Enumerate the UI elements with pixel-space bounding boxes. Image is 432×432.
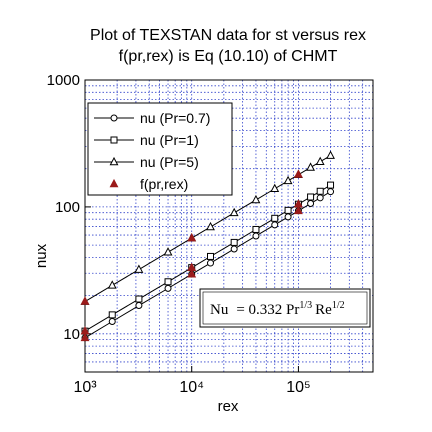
point xyxy=(284,206,292,214)
point xyxy=(315,156,325,165)
annotation: Nu = 0.332 Pr1/3 Re1/2 xyxy=(199,288,371,328)
point xyxy=(230,245,238,253)
point xyxy=(327,188,335,196)
point xyxy=(187,233,197,242)
point xyxy=(229,207,239,217)
point xyxy=(307,193,315,201)
legend-marker xyxy=(110,136,118,144)
point xyxy=(187,262,197,271)
point xyxy=(271,221,279,229)
point xyxy=(164,284,172,292)
point xyxy=(206,221,215,231)
x-tick-label: 10³ xyxy=(73,379,97,396)
annotation-part: = 0.332 Pr xyxy=(236,302,299,318)
point xyxy=(326,150,335,159)
point xyxy=(108,311,116,319)
legend-label: f(pr,rex) xyxy=(140,176,188,192)
legend-marker xyxy=(109,156,119,166)
y-tick-label: 10 xyxy=(63,326,80,343)
point xyxy=(306,162,316,171)
point xyxy=(230,238,238,246)
legend-label: nu (Pr=5) xyxy=(140,154,199,170)
legend-marker xyxy=(109,178,119,188)
point xyxy=(316,187,324,195)
point xyxy=(252,232,260,240)
point xyxy=(164,278,172,286)
legend: nu (Pr=0.7) nu (Pr=1) nu (Pr=5) f(pr,rex) xyxy=(87,102,233,196)
annotation-part: 1/3 xyxy=(299,300,312,311)
point xyxy=(327,181,335,189)
legend-label: nu (Pr=0.7) xyxy=(140,110,210,126)
point xyxy=(270,183,280,193)
point xyxy=(251,194,261,204)
point xyxy=(316,194,324,202)
point xyxy=(80,332,90,342)
y-tick-label: 1000 xyxy=(47,72,80,89)
chart-subtitle: f(pr,rex) is Eq (10.10) of CHMT xyxy=(119,48,338,65)
annotation-inner xyxy=(202,291,368,325)
annotation-part: 1/2 xyxy=(332,300,345,311)
point xyxy=(80,296,90,305)
chart-title: Plot of TEXSTAN data for st versus rex xyxy=(90,27,366,44)
annotation-text: Nu = 0.332 Pr1/3 Re1/2 xyxy=(210,300,345,318)
point xyxy=(307,200,315,208)
point xyxy=(187,269,197,278)
point xyxy=(108,318,116,326)
point xyxy=(163,247,173,256)
point xyxy=(252,225,260,233)
point xyxy=(135,295,143,303)
annotation-part: Re xyxy=(315,302,332,318)
x-tick-label: 10⁵ xyxy=(286,379,310,396)
point xyxy=(293,199,303,208)
x-axis-label: rex xyxy=(218,398,239,415)
point xyxy=(206,252,214,260)
plot-data xyxy=(80,150,335,342)
y-axis-label: nux xyxy=(33,243,50,268)
y-tick-label: 100 xyxy=(55,199,80,216)
point xyxy=(284,213,292,221)
annotation-box xyxy=(199,288,371,328)
legend-marker xyxy=(110,114,118,122)
point xyxy=(134,264,144,273)
legend-label: nu (Pr=1) xyxy=(140,132,199,148)
point xyxy=(283,175,293,185)
point xyxy=(206,259,214,267)
point xyxy=(293,169,303,178)
point xyxy=(135,302,143,310)
plot-frame xyxy=(84,79,374,373)
point xyxy=(80,326,90,335)
x-tick-label: 10⁴ xyxy=(179,379,204,396)
point xyxy=(107,280,117,289)
point xyxy=(271,214,279,222)
annotation-part: Nu xyxy=(210,302,229,318)
point xyxy=(293,205,303,215)
